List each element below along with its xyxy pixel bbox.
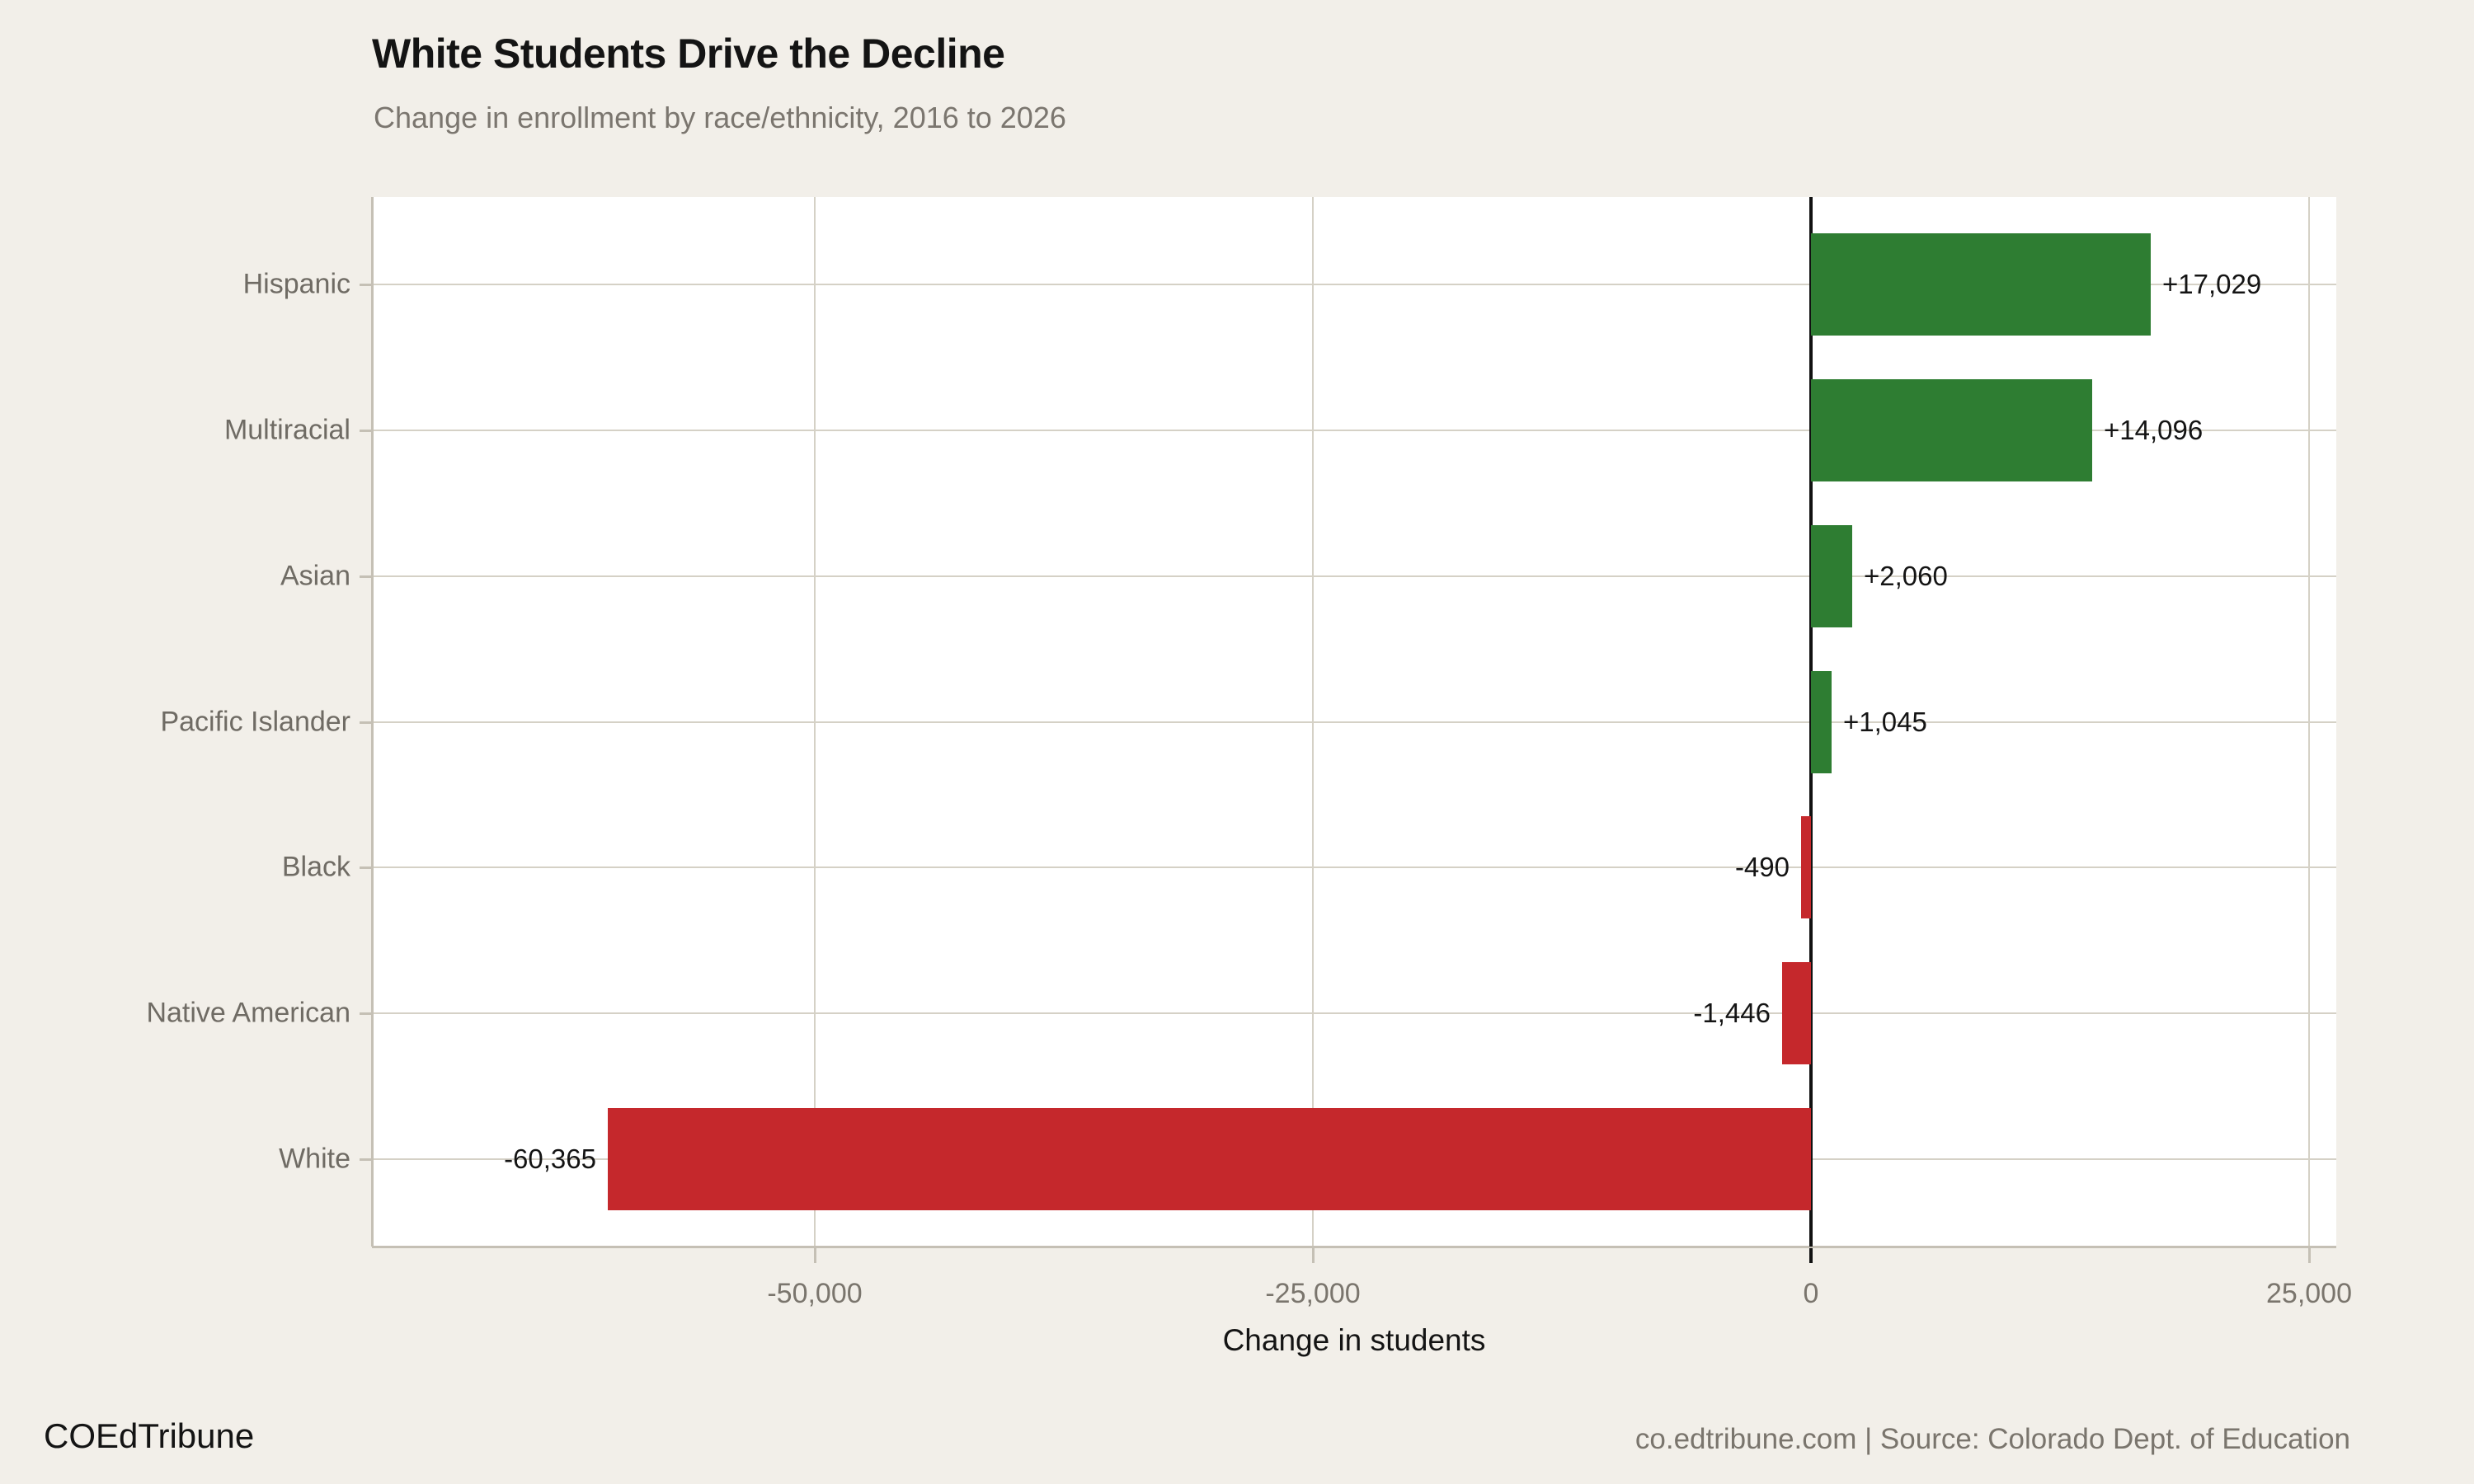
value-label-black: -490 [1734, 852, 1790, 882]
bar-pacific-islander [1811, 671, 1832, 773]
footer-brand: COEdTribune [44, 1416, 255, 1455]
x-axis-title: Change in students [1222, 1323, 1486, 1357]
category-label-native-american: Native American [146, 997, 350, 1029]
gridline-x-25000 [2308, 197, 2310, 1247]
bar-black [1801, 816, 1811, 918]
x-tick--25000 [1312, 1247, 1315, 1263]
value-label-asian: +2,060 [1864, 561, 1948, 591]
category-label-hispanic: Hispanic [242, 268, 350, 300]
value-label-multiracial: +14,096 [2104, 415, 2204, 445]
x-tick-label-25000: 25,000 [2266, 1278, 2352, 1309]
value-label-hispanic: +17,029 [2162, 269, 2262, 299]
y-tick-pacific-islander [360, 721, 372, 724]
category-label-black: Black [281, 851, 350, 883]
y-tick-black [360, 866, 372, 869]
y-tick-asian [360, 575, 372, 578]
x-tick-label--25000: -25,000 [1265, 1278, 1361, 1309]
category-label-asian: Asian [280, 560, 350, 592]
bar-white [608, 1108, 1811, 1210]
gridline-row-pacific-islander [372, 721, 2336, 723]
gridline-x--50000 [814, 197, 816, 1247]
gridline-row-native-american [372, 1012, 2336, 1014]
y-tick-multiracial [360, 430, 372, 432]
y-tick-native-american [360, 1012, 372, 1015]
footer-source-attribution: co.edtribune.com | Source: Colorado Dept… [1634, 1423, 2350, 1455]
gridline-row-multiracial [372, 430, 2336, 431]
value-label-pacific-islander: +1,045 [1843, 707, 1927, 737]
gridline-row-asian [372, 575, 2336, 577]
gridline-row-hispanic [372, 284, 2336, 285]
value-label-native-american: -1,446 [1693, 998, 1771, 1028]
gridline-row-black [372, 866, 2336, 868]
bar-hispanic [1811, 233, 2151, 336]
y-axis-line [371, 197, 374, 1247]
chart-title: White Students Drive the Decline [372, 31, 1005, 77]
x-tick-0 [1809, 1247, 1813, 1263]
category-label-white: White [279, 1143, 350, 1175]
y-tick-white [360, 1158, 372, 1161]
y-tick-hispanic [360, 284, 372, 286]
x-axis-line [372, 1246, 2336, 1248]
category-label-pacific-islander: Pacific Islander [160, 706, 350, 738]
bar-asian [1811, 525, 1852, 627]
category-label-multiracial: Multiracial [223, 414, 350, 446]
value-label-white: -60,365 [504, 1144, 596, 1174]
x-tick--50000 [814, 1247, 816, 1263]
x-tick-label-0: 0 [1803, 1278, 1819, 1309]
x-tick-label--50000: -50,000 [767, 1278, 863, 1309]
chart-subtitle: Change in enrollment by race/ethnicity, … [374, 101, 1066, 134]
gridline-x--25000 [1312, 197, 1314, 1247]
bar-native-american [1782, 962, 1811, 1064]
x-tick-25000 [2308, 1247, 2311, 1263]
bar-multiracial [1811, 379, 2092, 481]
